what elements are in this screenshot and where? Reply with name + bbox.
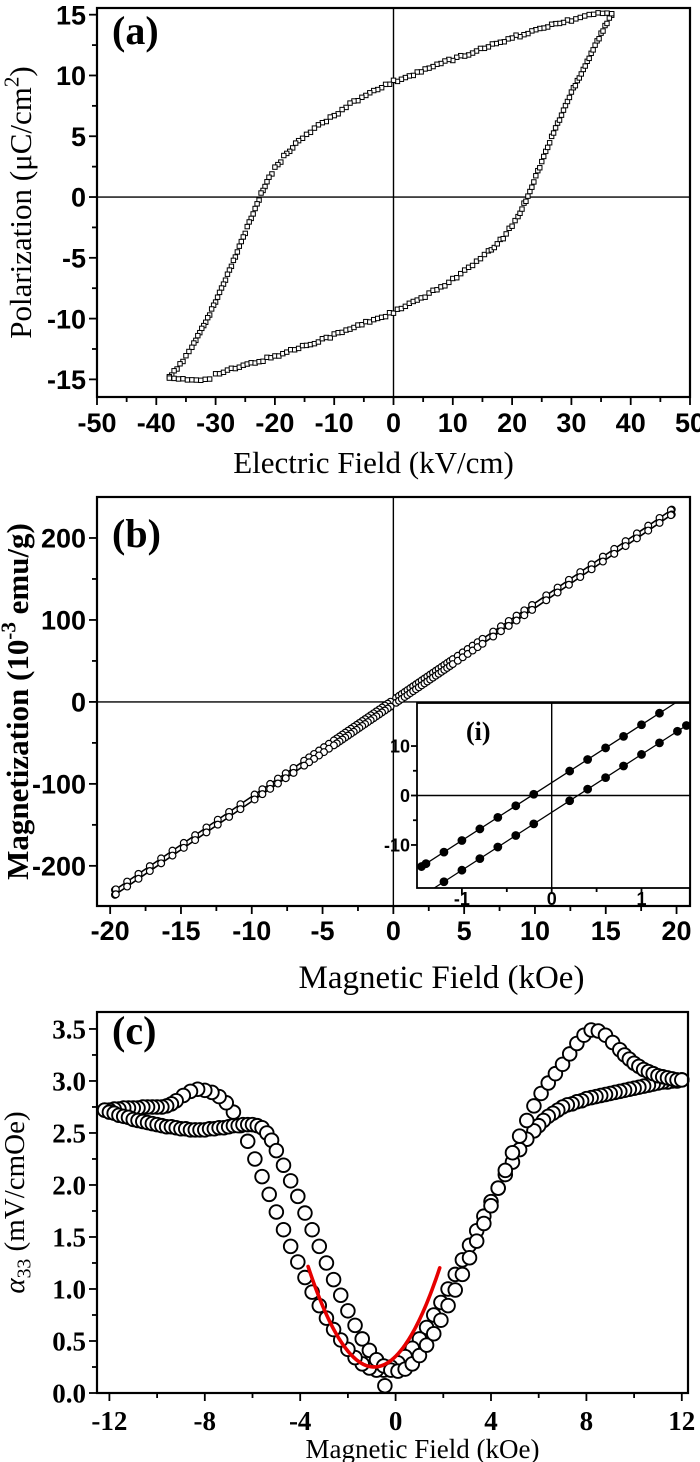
svg-text:-5: -5 <box>62 244 86 274</box>
panel-a-y-axis-title: Polarization (μC/cm2) <box>0 66 38 339</box>
svg-text:-5: -5 <box>311 916 335 946</box>
panel-c-y-axis-title: α33 (mV/cmOe) <box>0 1111 36 1293</box>
svg-text:0: 0 <box>389 1406 403 1436</box>
svg-text:-10: -10 <box>315 408 354 438</box>
me-coefficient-descending-branch <box>96 1072 690 1378</box>
svg-text:3.5: 3.5 <box>52 1015 86 1045</box>
svg-text:-20: -20 <box>255 408 294 438</box>
svg-text:-40: -40 <box>137 408 176 438</box>
pe-loop-ascending-branch <box>166 11 615 384</box>
svg-text:15: 15 <box>56 0 86 30</box>
svg-text:-12: -12 <box>91 1406 127 1436</box>
svg-text:-10: -10 <box>384 835 410 855</box>
panel-a-chart: -50 -40 -30 -20 -10 0 10 20 30 40 50-15-10-5051015… <box>0 0 700 480</box>
mh-ascending-branch <box>110 510 676 899</box>
svg-text:2.0: 2.0 <box>52 1171 86 1201</box>
svg-text:2.5: 2.5 <box>52 1119 86 1149</box>
svg-text:1.5: 1.5 <box>52 1223 86 1253</box>
svg-text:5: 5 <box>457 916 472 946</box>
svg-text:10: 10 <box>56 61 86 91</box>
panel-a-ticks <box>89 13 691 405</box>
svg-text:-4: -4 <box>289 1406 312 1436</box>
svg-text:0: 0 <box>71 183 86 213</box>
svg-text:-15: -15 <box>47 365 86 395</box>
svg-text:-20: -20 <box>91 916 130 946</box>
svg-text:0.0: 0.0 <box>52 1379 86 1409</box>
svg-text:-30: -30 <box>196 408 235 438</box>
panel-c-label: (c) <box>112 1008 156 1053</box>
svg-text:30: 30 <box>556 408 586 438</box>
me-coefficient-ascending-branch <box>96 1022 690 1379</box>
panel-b-label: (b) <box>112 511 161 556</box>
panel-b-ticks <box>89 537 678 914</box>
svg-text:5: 5 <box>71 122 86 152</box>
pe-loop-descending-branch <box>166 10 615 380</box>
panel-a-x-axis-title: Electric Field (kV/cm) <box>233 445 514 480</box>
svg-text:10: 10 <box>520 916 550 946</box>
svg-text:50: 50 <box>675 408 700 438</box>
svg-text:-100: -100 <box>32 770 86 800</box>
svg-text:-1: -1 <box>454 889 470 909</box>
svg-text:20: 20 <box>662 916 692 946</box>
parabolic-fit-curve <box>306 1264 442 1369</box>
svg-text:1: 1 <box>636 889 646 909</box>
panel-c-ticks <box>89 1028 683 1401</box>
panel-a-label: (a) <box>112 8 159 53</box>
panel-b-chart: -20 -15 -10 -5 0 5 10 15 20-200-1000100200Magnet… <box>0 495 692 996</box>
inset-mh-ascending-branch <box>433 721 691 889</box>
svg-text:100: 100 <box>41 606 86 636</box>
svg-text:0: 0 <box>400 786 410 806</box>
panel-b-y-axis-title: Magnetization (10-3 emu/g) <box>0 523 35 880</box>
panel-b_inset-ticks <box>411 745 643 894</box>
svg-text:20: 20 <box>497 408 527 438</box>
svg-text:Polarization (μC/cm2): Polarization (μC/cm2) <box>0 66 38 339</box>
svg-text:-10: -10 <box>47 304 86 334</box>
svg-text:3.0: 3.0 <box>52 1067 86 1097</box>
svg-text:-10: -10 <box>232 916 271 946</box>
panel-b_inset-label: (i) <box>466 717 491 746</box>
svg-text:1.0: 1.0 <box>52 1275 86 1305</box>
svg-text:0: 0 <box>386 916 401 946</box>
plot-frame <box>95 1010 690 1395</box>
svg-text:0: 0 <box>547 889 557 909</box>
svg-text:0: 0 <box>71 688 86 718</box>
svg-text:8: 8 <box>580 1406 594 1436</box>
svg-text:15: 15 <box>591 916 621 946</box>
panel-b-x-axis-title: Magnetic Field (kOe) <box>299 960 585 996</box>
svg-text:4: 4 <box>484 1406 498 1436</box>
svg-text:0: 0 <box>386 408 401 438</box>
svg-text:40: 40 <box>616 408 646 438</box>
inset-mh-descending-branch <box>417 702 676 871</box>
svg-text:10: 10 <box>438 408 468 438</box>
svg-text:0.5: 0.5 <box>52 1327 86 1357</box>
panel-c-x-axis-title: Magnetic Field (kOe) <box>306 1434 540 1462</box>
me-coefficient-outlier-point <box>377 1377 393 1394</box>
panel-c-chart: -12 -8 -4 0 4 8 12 0.0 0.5 1.0 1.5 2.0 2.5 3.0 3.5 Magn… <box>0 1008 695 1462</box>
svg-text:α33 (mV/cmOe): α33 (mV/cmOe) <box>0 1111 36 1293</box>
svg-text:10: 10 <box>390 737 410 757</box>
svg-text:-8: -8 <box>194 1406 217 1436</box>
svg-text:-50: -50 <box>77 408 116 438</box>
svg-text:-200: -200 <box>32 852 86 882</box>
svg-text:Magnetization (10-3 emu/g): Magnetization (10-3 emu/g) <box>0 523 35 880</box>
svg-text:-15: -15 <box>161 916 200 946</box>
svg-text:12: 12 <box>668 1406 695 1436</box>
svg-text:200: 200 <box>41 524 86 554</box>
panel-c-tick-labels: -12 -8 -4 0 4 8 12 0.0 0.5 1.0 1.5 2.0 2.5 3.0 3.5 <box>52 1015 695 1436</box>
